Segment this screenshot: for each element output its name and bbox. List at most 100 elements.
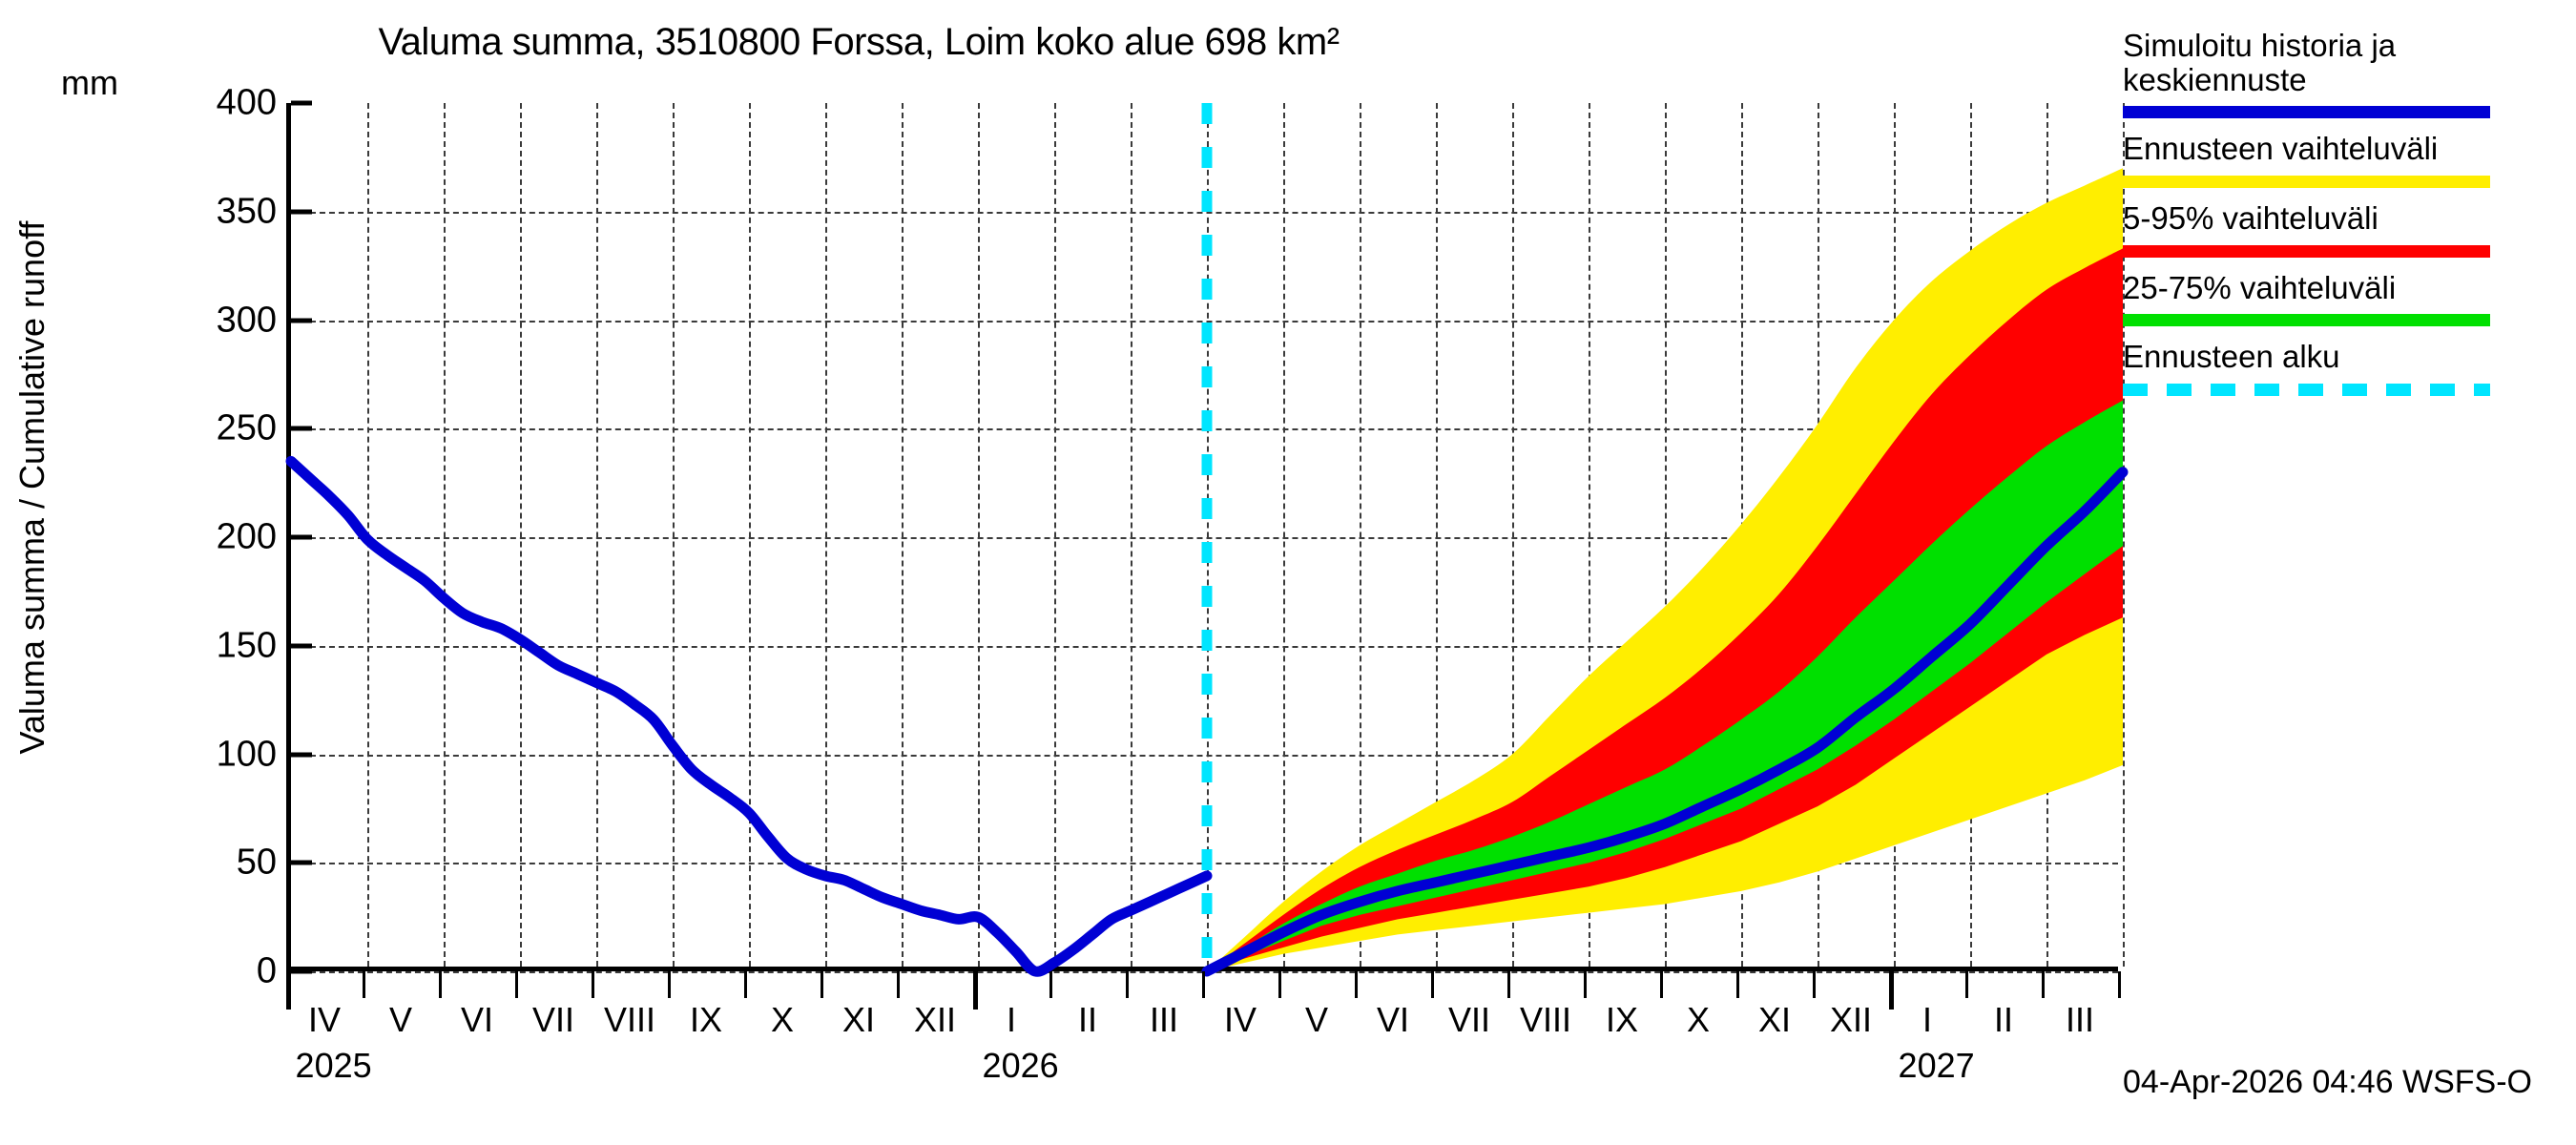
legend-item-forecast-range: Ennusteen vaihteluväli: [2123, 132, 2571, 188]
grid-line-vertical: [1436, 103, 1438, 967]
legend-swatch-range-25-75: [2123, 314, 2490, 327]
legend-item-mean-forecast: Simuloitu historia ja keskiennuste: [2123, 28, 2571, 119]
y-tick-label: 300: [216, 300, 277, 340]
y-tick-label: 150: [216, 625, 277, 666]
x-tick-label-month: IV: [1223, 1000, 1257, 1039]
legend-item-range-25-75: 25-75% vaihteluväli: [2123, 269, 2571, 327]
legend-item-forecast-start: Ennusteen alku: [2123, 340, 2571, 396]
x-tick-label-month: VII: [531, 1000, 575, 1039]
y-tick-mark: [291, 968, 312, 974]
x-tick-mark: [592, 971, 594, 998]
x-tick-mark: [744, 971, 747, 998]
x-tick-mark: [1813, 971, 1816, 998]
x-tick-mark: [1278, 971, 1281, 998]
x-tick-mark: [2042, 971, 2045, 998]
x-tick-mark: [1889, 971, 1894, 1010]
grid-line-vertical: [1131, 103, 1132, 967]
grid-line-vertical: [444, 103, 446, 967]
x-tick-mark: [1126, 971, 1129, 998]
grid-line-vertical: [1360, 103, 1361, 967]
legend-label: 5-95% vaihteluväli: [2123, 199, 2379, 236]
x-tick-label-month: XII: [913, 1000, 957, 1039]
chart-legend: Simuloitu historia ja keskiennuste Ennust…: [2123, 29, 2571, 409]
grid-line-vertical: [1665, 103, 1667, 967]
y-tick-label: 200: [216, 516, 277, 557]
legend-swatch-forecast-range: [2123, 175, 2490, 188]
x-tick-label-month: II: [1993, 1000, 2014, 1039]
y-tick-mark: [291, 318, 312, 323]
legend-swatch-forecast-start: [2123, 383, 2490, 396]
x-tick-label-month: I: [1006, 1000, 1017, 1039]
grid-line-vertical: [978, 103, 980, 967]
grid-line-horizontal: [291, 211, 2118, 214]
simulated-history-line: [285, 455, 1213, 977]
legend-label: Ennusteen alku: [2123, 339, 2340, 375]
x-tick-label-month: VIII: [603, 1000, 656, 1039]
legend-label: 25-75% vaihteluväli: [2123, 269, 2397, 305]
x-tick-label-month: VIII: [1519, 1000, 1572, 1039]
forecast-band-ffee00: [1207, 168, 2123, 971]
y-tick-label: 400: [216, 82, 277, 123]
x-tick-mark: [1736, 971, 1739, 998]
x-tick-mark: [363, 971, 365, 998]
y-tick-mark: [291, 643, 312, 649]
x-tick-mark: [1355, 971, 1358, 998]
grid-line-vertical: [1283, 103, 1285, 967]
x-tick-label-month: I: [1922, 1000, 1933, 1039]
y-axis-title-wrap: Valuma summa / Cumulative runoff: [4, 57, 61, 964]
grid-line-vertical: [902, 103, 904, 967]
y-tick-mark: [291, 100, 312, 106]
grid-line-vertical: [1207, 103, 1209, 967]
grid-line-vertical: [596, 103, 598, 967]
legend-swatch-mean-forecast: [2123, 106, 2490, 119]
grid-line-horizontal: [291, 537, 2118, 539]
y-tick-label: 0: [256, 950, 277, 991]
x-tick-label-month: VI: [460, 1000, 494, 1039]
y-tick-mark: [291, 426, 312, 431]
x-tick-label-year: 2027: [1898, 1046, 1975, 1085]
grid-line-horizontal: [291, 320, 2118, 323]
x-axis: IV V VI VII VIII IX X XI XII I II III IV V VI VII VIII IX…: [286, 971, 2121, 1124]
timestamp-stamp: 04-Apr-2026 04:46 WSFS-O: [2123, 1064, 2532, 1100]
grid-line-horizontal: [291, 754, 2118, 757]
grid-line-vertical: [749, 103, 751, 967]
grid-line-vertical: [520, 103, 522, 967]
series-layer: [285, 103, 2129, 977]
mean-forecast-line: [1201, 467, 2129, 977]
x-tick-mark: [973, 971, 978, 1010]
x-tick-mark: [515, 971, 518, 998]
x-tick-mark: [1584, 971, 1587, 998]
y-axis-title: Valuma summa / Cumulative runoff: [12, 220, 52, 755]
x-tick-label-month: IX: [689, 1000, 723, 1039]
x-tick-label-month: X: [1686, 1000, 1711, 1039]
plot-area: [285, 100, 2129, 977]
y-tick-mark: [291, 860, 312, 865]
x-tick-label-year: 2025: [295, 1046, 372, 1085]
legend-label: Ennusteen vaihteluväli: [2123, 131, 2439, 167]
x-tick-label-month: II: [1077, 1000, 1098, 1039]
x-tick-mark: [1507, 971, 1510, 998]
x-tick-mark: [439, 971, 442, 998]
x-tick-mark: [1965, 971, 1968, 998]
grid-line-vertical: [673, 103, 675, 967]
x-tick-mark: [668, 971, 671, 998]
x-tick-label-month: XI: [1757, 1000, 1792, 1039]
x-tick-mark: [1049, 971, 1052, 998]
x-tick-label-month: III: [1149, 1000, 1179, 1039]
grid-line-vertical: [825, 103, 827, 967]
x-tick-mark: [286, 971, 291, 1010]
x-tick-mark: [1660, 971, 1663, 998]
y-tick-mark: [291, 534, 312, 540]
y-axis-unit: mm: [61, 63, 118, 102]
x-tick-mark: [897, 971, 900, 998]
legend-label: Simuloitu historia ja keskiennuste: [2123, 28, 2397, 97]
x-tick-mark: [1431, 971, 1434, 998]
x-tick-mark: [2118, 971, 2121, 998]
y-tick-mark: [291, 752, 312, 757]
grid-line-vertical: [1512, 103, 1514, 967]
x-tick-label-month: IX: [1605, 1000, 1639, 1039]
x-tick-mark: [1202, 971, 1205, 998]
grid-line-vertical: [1054, 103, 1056, 967]
x-tick-label-month: XI: [841, 1000, 876, 1039]
